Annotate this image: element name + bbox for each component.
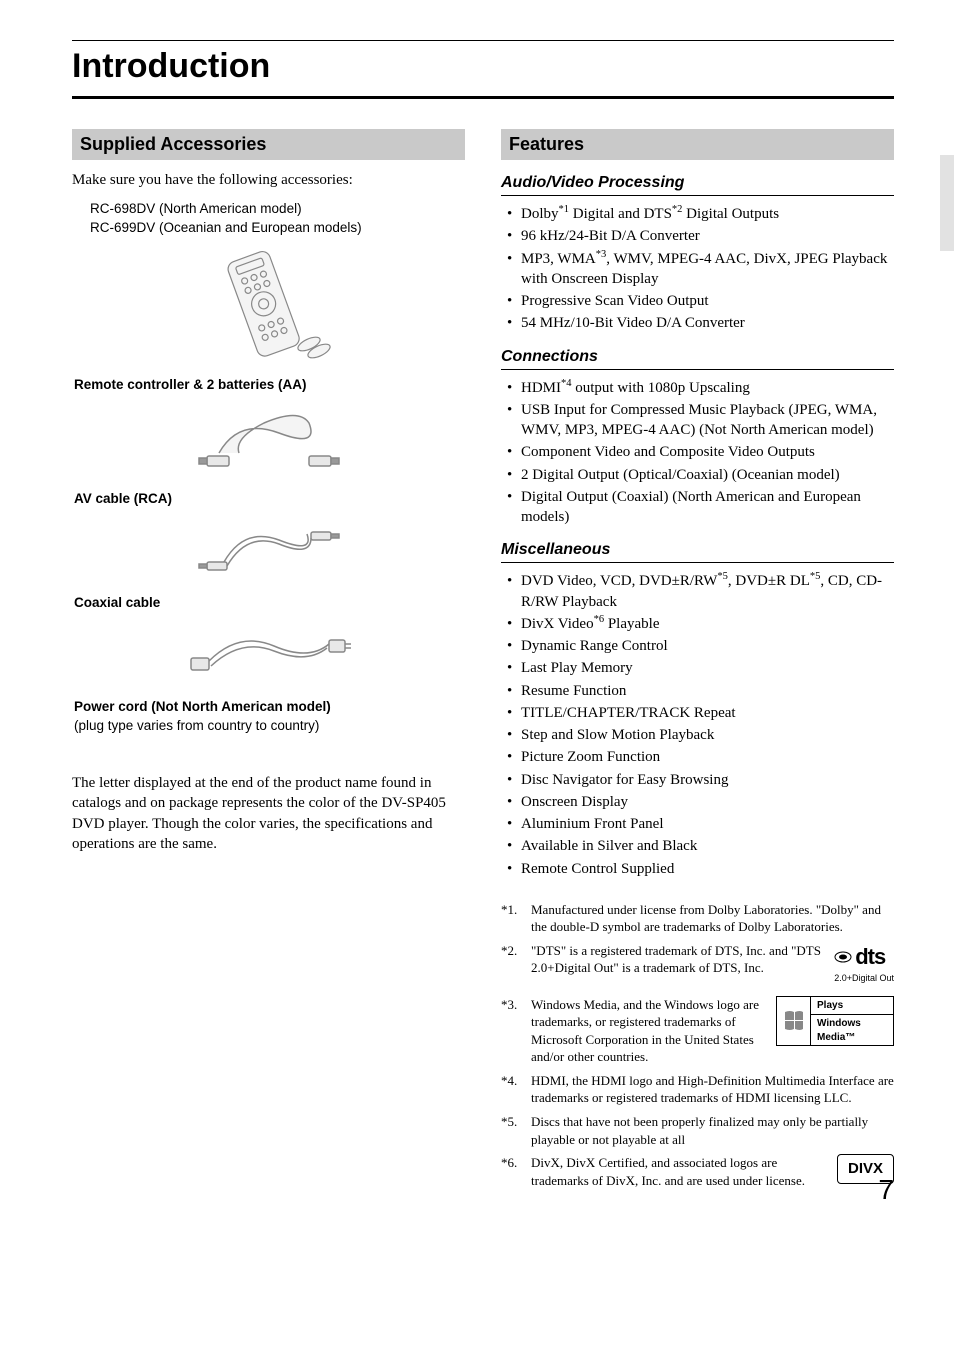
remote-model-1: RC-698DV (North American model) bbox=[90, 200, 465, 219]
page-title: Introduction bbox=[72, 40, 894, 99]
remote-model-2: RC-699DV (Oceanian and European models) bbox=[90, 219, 465, 238]
av-item-3: MP3, WMA*3, WMV, MPEG-4 AAC, DivX, JPEG … bbox=[507, 249, 894, 290]
av-item-2: 96 kHz/24-Bit D/A Converter bbox=[507, 226, 894, 246]
misc-item-7: Step and Slow Motion Playback bbox=[507, 725, 894, 745]
av-cable-illustration bbox=[72, 398, 465, 483]
misc-item-2: DivX Video*6 Playable bbox=[507, 614, 894, 634]
footnote-6: *6. DIVX DivX, DivX Certified, and assoc… bbox=[501, 1154, 894, 1190]
conn-item-1: HDMI*4 output with 1080p Upscaling bbox=[507, 378, 894, 398]
subsection-miscellaneous: Miscellaneous bbox=[501, 541, 894, 563]
conn-item-3: Component Video and Composite Video Outp… bbox=[507, 442, 894, 462]
misc-item-3: Dynamic Range Control bbox=[507, 636, 894, 656]
section-supplied-accessories: Supplied Accessories bbox=[72, 129, 465, 160]
power-cord-caption: Power cord (Not North American model) bbox=[74, 699, 465, 714]
misc-list: DVD Video, VCD, DVD±R/RW*5, DVD±R DL*5, … bbox=[507, 571, 894, 879]
misc-item-1: DVD Video, VCD, DVD±R/RW*5, DVD±R DL*5, … bbox=[507, 571, 894, 612]
power-cord-subcaption: (plug type varies from country to countr… bbox=[74, 718, 465, 733]
conn-item-4: 2 Digital Output (Optical/Coaxial) (Ocea… bbox=[507, 465, 894, 485]
footnote-1: *1. Manufactured under license from Dolb… bbox=[501, 901, 894, 936]
intro-text: Make sure you have the following accesso… bbox=[72, 170, 465, 190]
remote-caption: Remote controller & 2 batteries (AA) bbox=[74, 377, 465, 392]
subsection-connections: Connections bbox=[501, 348, 894, 370]
left-column: Supplied Accessories Make sure you have … bbox=[72, 129, 465, 1196]
subsection-av-processing: Audio/Video Processing bbox=[501, 174, 894, 196]
misc-item-4: Last Play Memory bbox=[507, 658, 894, 678]
misc-item-11: Aluminium Front Panel bbox=[507, 814, 894, 834]
remote-illustration bbox=[72, 244, 465, 369]
color-note: The letter displayed at the end of the p… bbox=[72, 773, 465, 854]
misc-item-9: Disc Navigator for Easy Browsing bbox=[507, 770, 894, 790]
conn-item-5: Digital Output (Coaxial) (North American… bbox=[507, 487, 894, 528]
content-columns: Supplied Accessories Make sure you have … bbox=[72, 129, 894, 1196]
footnote-4: *4. HDMI, the HDMI logo and High-Definit… bbox=[501, 1072, 894, 1107]
misc-item-12: Available in Silver and Black bbox=[507, 836, 894, 856]
av-feature-list: Dolby*1 Digital and DTS*2 Digital Output… bbox=[507, 204, 894, 334]
power-cord-illustration bbox=[72, 616, 465, 691]
av-item-5: 54 MHz/10-Bit Video D/A Converter bbox=[507, 313, 894, 333]
misc-item-13: Remote Control Supplied bbox=[507, 859, 894, 879]
av-item-1: Dolby*1 Digital and DTS*2 Digital Output… bbox=[507, 204, 894, 224]
conn-item-2: USB Input for Compressed Music Playback … bbox=[507, 400, 894, 441]
misc-item-6: TITLE/CHAPTER/TRACK Repeat bbox=[507, 703, 894, 723]
footnote-2: *2. dts 2.0+Digital Out "DTS" is a regis… bbox=[501, 942, 894, 990]
dts-logo: dts 2.0+Digital Out bbox=[834, 942, 894, 984]
av-item-4: Progressive Scan Video Output bbox=[507, 291, 894, 311]
right-column: Features Audio/Video Processing Dolby*1 … bbox=[501, 129, 894, 1196]
footnotes: *1. Manufactured under license from Dolb… bbox=[501, 901, 894, 1191]
footnote-3: *3. Plays Windows Media™ bbox=[501, 996, 894, 1066]
misc-item-8: Picture Zoom Function bbox=[507, 747, 894, 767]
connections-list: HDMI*4 output with 1080p Upscaling USB I… bbox=[507, 378, 894, 528]
misc-item-10: Onscreen Display bbox=[507, 792, 894, 812]
misc-item-5: Resume Function bbox=[507, 681, 894, 701]
coax-cable-illustration bbox=[72, 512, 465, 587]
footnote-5: *5. Discs that have not been properly fi… bbox=[501, 1113, 894, 1148]
coax-cable-caption: Coaxial cable bbox=[74, 595, 465, 610]
section-features: Features bbox=[501, 129, 894, 160]
windows-media-logo: Plays Windows Media™ bbox=[776, 996, 894, 1046]
av-cable-caption: AV cable (RCA) bbox=[74, 491, 465, 506]
side-tab bbox=[940, 155, 954, 251]
page-number: 7 bbox=[878, 1174, 894, 1206]
